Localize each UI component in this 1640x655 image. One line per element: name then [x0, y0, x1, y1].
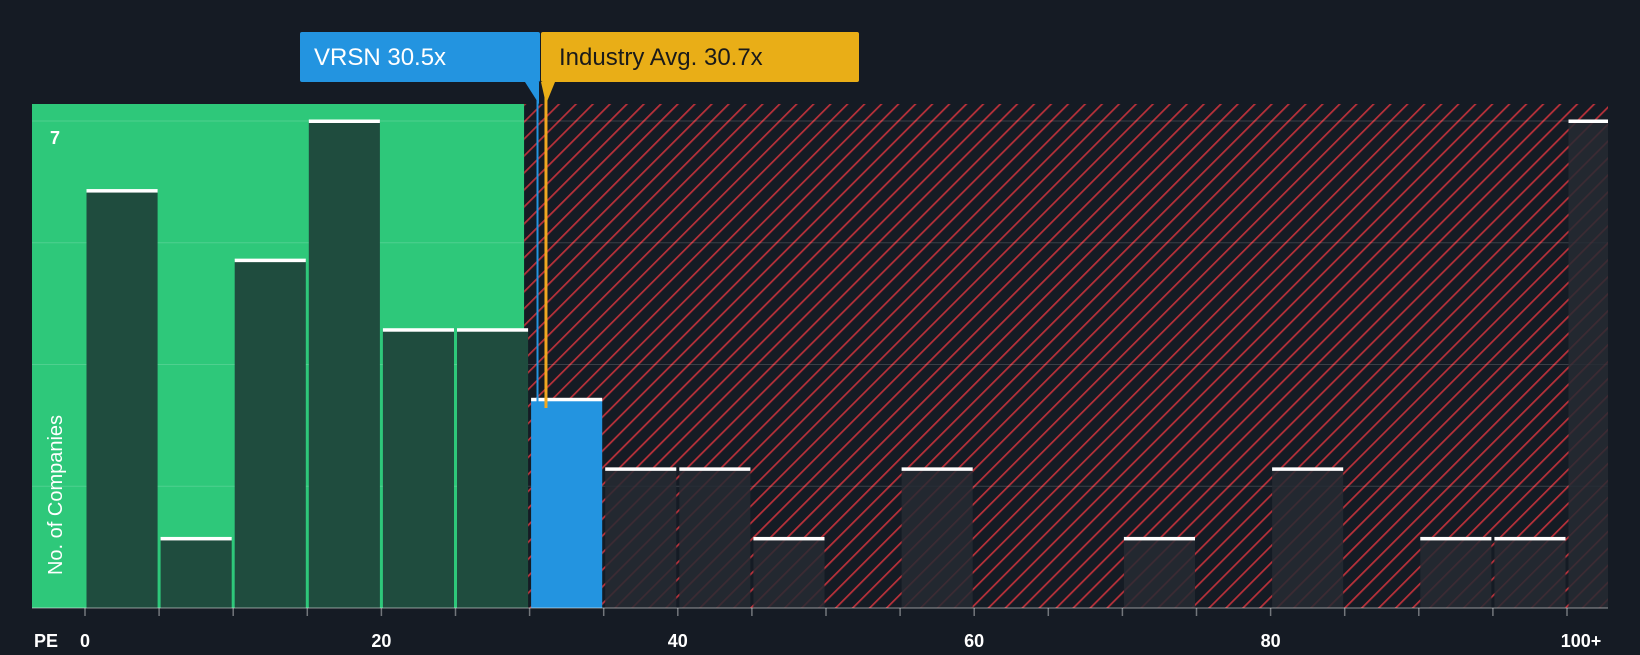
x-tick-label: 40	[668, 631, 688, 650]
histogram-bar	[679, 468, 751, 608]
histogram-bar	[605, 468, 677, 608]
histogram-bar	[531, 399, 603, 608]
histogram-bar	[234, 260, 306, 608]
x-tick-label: 0	[80, 631, 90, 650]
histogram-bar-cap	[1272, 467, 1344, 471]
industry-label-pointer	[541, 82, 555, 104]
x-tick-label: 20	[371, 631, 391, 650]
industry-label-box	[541, 32, 859, 82]
x-tick-label: 80	[1261, 631, 1281, 650]
industry-label-text: Industry Avg. 30.7x	[559, 44, 763, 71]
histogram-bar-cap	[1420, 536, 1492, 541]
y-max-tick-label: 7	[50, 128, 60, 148]
histogram-bar-cap	[531, 397, 603, 402]
histogram-bar	[901, 468, 973, 608]
histogram-bar-cap	[457, 328, 529, 332]
histogram-bar-cap	[1568, 119, 1608, 123]
histogram-bar	[86, 190, 158, 609]
histogram-bar-cap	[679, 467, 751, 471]
histogram-bar-cap	[605, 467, 677, 471]
x-tick-label: 100+	[1561, 631, 1602, 650]
x-tick-label: 60	[964, 631, 984, 650]
histogram-bar-cap	[901, 467, 973, 471]
histogram-bar-cap	[1123, 536, 1195, 541]
histogram-bar	[1123, 538, 1195, 608]
y-axis-label: No. of Companies	[45, 415, 67, 575]
histogram-bar-cap	[234, 258, 306, 263]
histogram-bar-cap	[382, 328, 454, 332]
histogram-bar	[160, 538, 232, 608]
histogram-bar-cap	[753, 536, 825, 541]
histogram-bar	[1494, 538, 1566, 608]
histogram-bar	[1568, 121, 1608, 608]
company-label-text: VRSN 30.5x	[314, 44, 446, 71]
histogram-bar	[457, 329, 529, 608]
histogram-bar-cap	[1494, 536, 1566, 541]
company-label-box	[300, 32, 540, 82]
histogram-bar	[753, 538, 825, 608]
histogram-bar	[1420, 538, 1492, 608]
company-label-pointer	[525, 82, 539, 104]
x-axis-label: PE	[34, 631, 58, 650]
histogram-bar	[382, 329, 454, 608]
histogram-bar-cap	[308, 119, 380, 123]
histogram-bar	[308, 121, 380, 608]
histogram-bar-cap	[160, 536, 232, 541]
histogram-bar-cap	[86, 189, 158, 193]
histogram-bar	[1272, 468, 1344, 608]
